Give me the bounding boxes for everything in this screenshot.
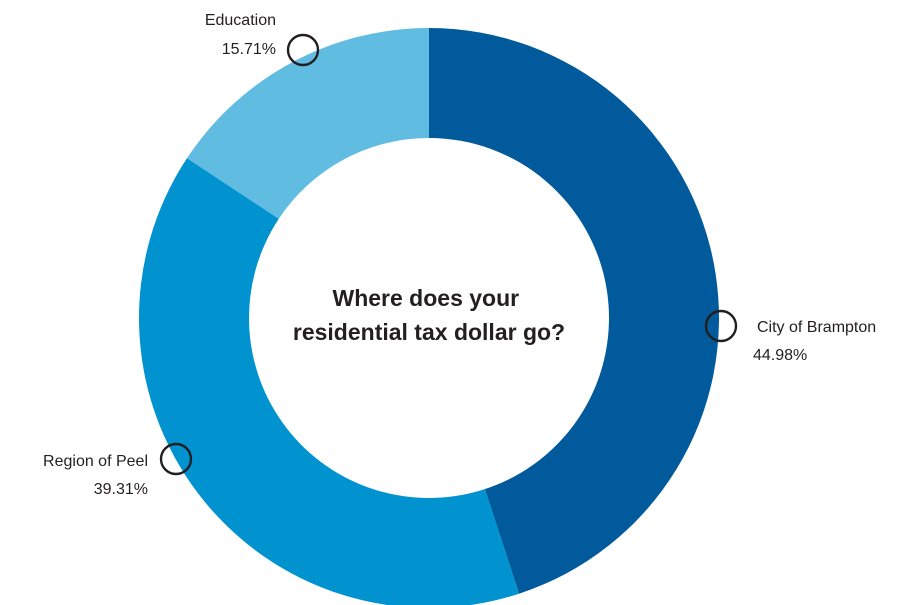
label-marker-circle-icon <box>704 309 738 343</box>
slice-label-value: 44.98% <box>753 347 807 364</box>
label-marker-circle-icon <box>286 33 320 67</box>
slice-label-value: 15.71% <box>222 41 276 58</box>
chart-title: Where does your residential tax dollar g… <box>293 285 565 345</box>
label-marker-circle-icon <box>159 442 193 476</box>
slice-labels: City of Brampton 44.98% Region of Peel 39.3… <box>43 12 876 498</box>
donut-slice-education <box>187 28 429 219</box>
donut-slice-city-of-brampton <box>429 28 719 594</box>
slice-label-name: Region of Peel <box>43 453 148 470</box>
slice-label-name: Education <box>205 12 276 29</box>
chart-title-line-2: residential tax dollar go? <box>293 319 565 345</box>
slice-label-value: 39.31% <box>94 481 148 498</box>
slice-label-name: City of Brampton <box>757 319 876 336</box>
label-markers <box>159 33 738 476</box>
chart-title-line-1: Where does your <box>333 285 520 311</box>
donut-slices <box>139 28 719 605</box>
donut-slice-region-of-peel <box>139 158 519 605</box>
